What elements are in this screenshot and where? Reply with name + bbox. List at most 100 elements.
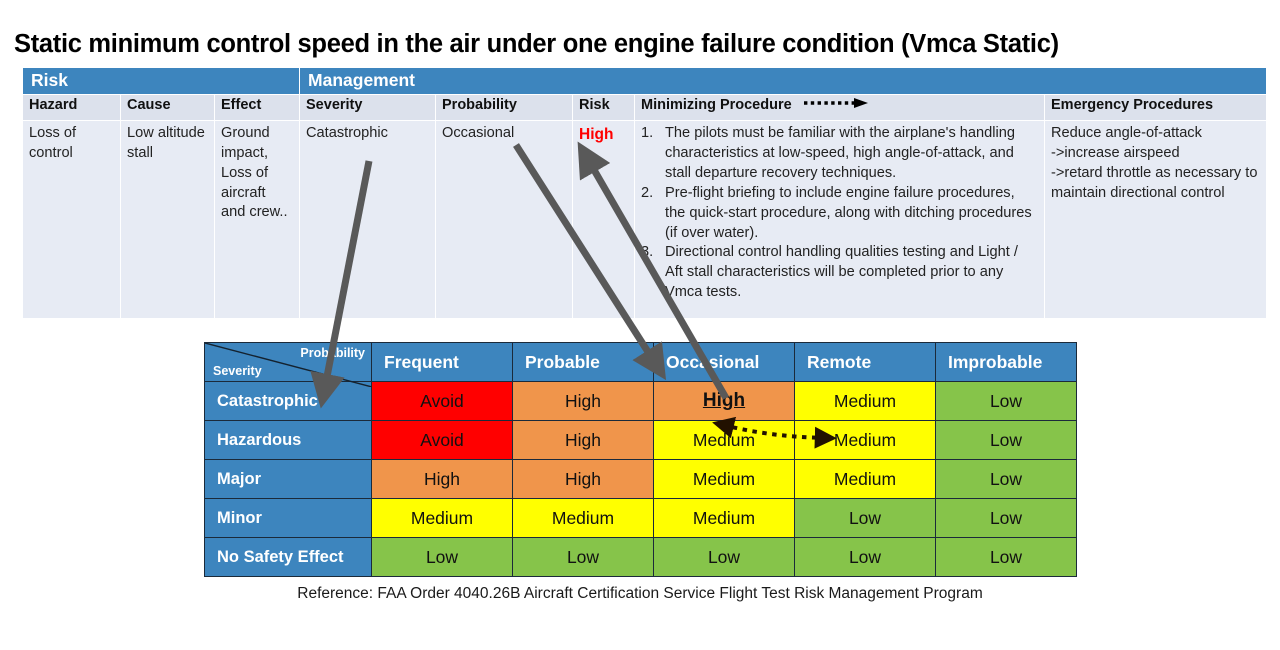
matrix-row: Catastrophic Avoid High High Medium Low [204, 381, 1077, 421]
reference-text: Reference: FAA Order 4040.26B Aircraft C… [297, 585, 983, 602]
matrix-cell-3-4: Low [935, 498, 1077, 538]
table-column-header-row: Hazard Cause Effect Severity Probability… [22, 94, 1268, 121]
matrix-cell-value: Low [989, 468, 1023, 489]
cell-probability: Occasional [435, 120, 574, 319]
col-header-effect: Effect [213, 94, 301, 121]
matrix-cell-value: Low [989, 390, 1023, 411]
matrix-row-header-1: Hazardous [204, 420, 372, 460]
matrix-cell-4-2: Low [653, 537, 795, 577]
minimizing-procedure-item-text: The pilots must be familiar with the air… [665, 125, 1015, 181]
matrix-row: Hazardous Avoid High Medium Medium Low [204, 420, 1077, 460]
matrix-cell-2-1: High [512, 459, 654, 499]
matrix-cell-0-1: High [512, 381, 654, 421]
minimizing-procedure-item: 2. Pre-flight briefing to include engine… [641, 184, 1038, 244]
matrix-cell-value: Low [989, 507, 1023, 528]
matrix-cell-1-1: High [512, 420, 654, 460]
matrix-cell-1-2: Medium [653, 420, 795, 460]
col-header-minimizing-procedure: Minimizing Procedure [634, 94, 1046, 121]
matrix-col-header-2: Occasional [653, 342, 795, 382]
risk-value-high: High [579, 126, 614, 143]
matrix-cell-0-2: High [653, 381, 795, 421]
matrix-col-header-3: Remote [794, 342, 936, 382]
cell-risk: High [572, 120, 636, 319]
matrix-cell-value: Medium [833, 429, 897, 450]
matrix-cell-1-3: Medium [794, 420, 936, 460]
matrix-cell-value: Medium [833, 390, 897, 411]
risk-assessment-matrix: Probability Severity Frequent Probable O… [204, 342, 1077, 577]
minimizing-procedure-item: 3. Directional control handling qualities… [641, 243, 1038, 303]
matrix-cell-4-0: Low [371, 537, 513, 577]
table-row: Loss of control Low altitude stall Groun… [22, 120, 1268, 319]
matrix-axis-label-severity: Severity [213, 364, 262, 378]
matrix-cell-4-4: Low [935, 537, 1077, 577]
cell-severity: Catastrophic [299, 120, 437, 319]
col-header-risk: Risk [572, 94, 636, 121]
minimizing-procedure-item: 1. The pilots must be familiar with the a… [641, 124, 1038, 184]
matrix-cell-2-3: Medium [794, 459, 936, 499]
cell-cause: Low altitude stall [120, 120, 215, 319]
matrix-cell-2-4: Low [935, 459, 1077, 499]
matrix-cell-value: Medium [692, 468, 756, 489]
minimizing-procedure-item-text: Directional control handling qualities t… [665, 244, 1018, 301]
matrix-row-header-4: No Safety Effect [204, 537, 372, 577]
matrix-cell-3-0: Medium [371, 498, 513, 538]
matrix-cell-value: High [565, 468, 601, 489]
band-management: Management [299, 67, 1268, 95]
matrix-cell-value: Low [848, 507, 882, 528]
matrix-cell-value: High [565, 429, 601, 450]
minimizing-procedure-item-number: 2. [641, 184, 654, 201]
cell-effect: Ground impact, Loss of aircraft and crew… [213, 120, 301, 319]
matrix-cell-3-1: Medium [512, 498, 654, 538]
matrix-row-header-3: Minor [204, 498, 372, 538]
matrix-row: Major High High Medium Medium Low [204, 459, 1077, 499]
matrix-col-header-1: Probable [512, 342, 654, 382]
matrix-cell-3-3: Low [794, 498, 936, 538]
band-risk: Risk [21, 67, 301, 95]
emergency-procedures-text: Reduce angle-of-attack ->increase airspe… [1051, 125, 1258, 201]
matrix-row-header-2: Major [204, 459, 372, 499]
matrix-cell-value: High [424, 468, 460, 489]
matrix-row: Minor Medium Medium Medium Low Low [204, 498, 1077, 538]
dotted-arrow-icon [802, 97, 872, 113]
matrix-cell-value: Medium [833, 468, 897, 489]
cell-minimizing-procedure: 1. The pilots must be familiar with the a… [634, 120, 1046, 319]
matrix-cell-3-2: Medium [653, 498, 795, 538]
matrix-col-header-4: Improbable [935, 342, 1077, 382]
matrix-cell-value: Low [566, 546, 600, 567]
matrix-cell-value: Low [989, 546, 1023, 567]
matrix-axis-label-probability: Probability [300, 346, 365, 360]
risk-management-table: Risk Management Hazard Cause Effect Seve… [21, 67, 1268, 319]
matrix-cell-value: Medium [551, 507, 615, 528]
col-header-severity: Severity [299, 94, 437, 121]
matrix-cell-value: Medium [692, 507, 756, 528]
matrix-cell-1-4: Low [935, 420, 1077, 460]
matrix-cell-4-1: Low [512, 537, 654, 577]
matrix-cell-2-2: Medium [653, 459, 795, 499]
matrix-cell-highlighted-value: High [702, 390, 746, 411]
matrix-row-header-0: Catastrophic [204, 381, 372, 421]
matrix-cell-1-0: Avoid [371, 420, 513, 460]
matrix-header-row: Probability Severity Frequent Probable O… [204, 342, 1077, 387]
matrix-cell-value: High [565, 390, 601, 411]
matrix-cell-2-0: High [371, 459, 513, 499]
col-header-cause: Cause [120, 94, 215, 121]
matrix-cell-value: Low [425, 546, 459, 567]
matrix-cell-value: Avoid [420, 429, 464, 450]
cell-hazard: Loss of control [22, 120, 121, 319]
table-band-row: Risk Management [21, 67, 1268, 95]
col-header-hazard: Hazard [22, 94, 121, 121]
matrix-row: No Safety Effect Low Low Low Low Low [204, 537, 1077, 577]
matrix-corner-cell: Probability Severity [204, 342, 372, 387]
matrix-cell-value: Medium [692, 429, 756, 450]
matrix-cell-0-4: Low [935, 381, 1077, 421]
matrix-cell-0-3: Medium [794, 381, 936, 421]
matrix-cell-value: Avoid [420, 390, 464, 411]
page-title: Static minimum control speed in the air … [14, 30, 1059, 58]
matrix-cell-value: Low [989, 429, 1023, 450]
cell-emergency-procedures: Reduce angle-of-attack ->increase airspe… [1044, 120, 1268, 319]
col-header-emergency-procedures: Emergency Procedures [1044, 94, 1268, 121]
col-header-probability: Probability [435, 94, 574, 121]
matrix-cell-value: Medium [410, 507, 474, 528]
matrix-cell-value: Low [707, 546, 741, 567]
